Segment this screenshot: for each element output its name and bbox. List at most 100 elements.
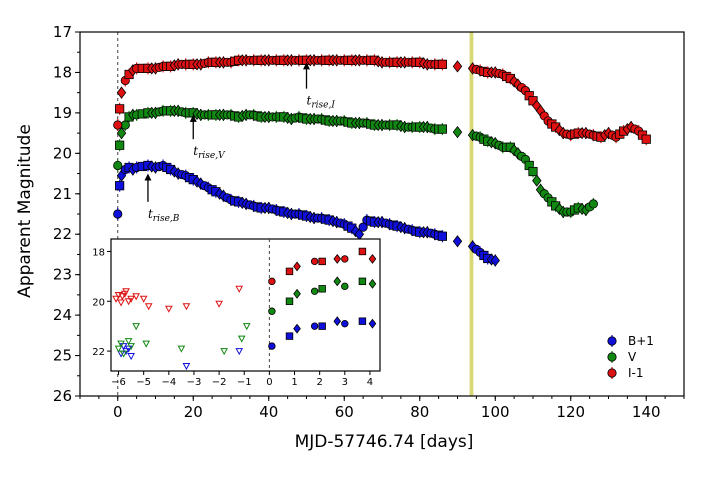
data-point — [115, 181, 125, 191]
y-tick-label: 20 — [53, 144, 72, 162]
upper-limit-marker — [144, 303, 153, 311]
upper-limit-marker — [119, 350, 128, 358]
inset-data-point — [341, 282, 349, 291]
data-point — [532, 174, 542, 187]
legend-item: I-1 — [607, 366, 644, 380]
arrow-head — [144, 173, 152, 181]
upper-limit-marker — [139, 295, 148, 303]
upper-limit-marker — [117, 340, 125, 348]
inset-y-tick-label: 22 — [92, 347, 105, 358]
inset-x-tick-label: −2 — [212, 377, 227, 388]
inset-x-tick-label: −1 — [237, 377, 252, 388]
inset-data-point — [285, 332, 294, 340]
inset-data-point — [358, 247, 367, 256]
inset-data-point — [285, 267, 294, 276]
data-point — [437, 124, 448, 134]
upper-limit-marker — [118, 293, 127, 301]
inset-data-point — [310, 287, 319, 296]
x-tick-label: 80 — [410, 403, 429, 421]
legend-label: V — [628, 350, 637, 364]
inset-data-point — [368, 278, 377, 289]
data-point — [120, 120, 130, 130]
upper-limit-marker — [237, 335, 246, 343]
upper-limit-marker — [182, 303, 191, 311]
inset-data-point — [293, 261, 301, 272]
data-point — [358, 222, 368, 232]
inset-data-point — [333, 276, 342, 287]
y-tick-label: 23 — [53, 266, 72, 284]
legend: B+1 V I-1 — [607, 334, 654, 380]
x-axis-title: MJD-57746.74 [days] — [295, 432, 474, 452]
upper-limit-marker — [124, 298, 133, 306]
annotation-label: trise,V — [193, 144, 226, 161]
upper-limit-marker — [220, 348, 228, 356]
series-i1 — [113, 54, 651, 146]
data-point — [452, 125, 463, 139]
series-v — [113, 104, 599, 219]
y-tick-label: 19 — [53, 104, 72, 122]
data-point — [116, 86, 127, 99]
data-point — [490, 254, 500, 267]
inset-data-point — [318, 322, 326, 330]
data-point — [437, 231, 448, 241]
inset-x-tick-label: 3 — [342, 377, 348, 388]
inset-data-point — [285, 297, 294, 305]
annotation-label: trise,B — [148, 207, 180, 224]
inset-x-tick-label: 0 — [266, 377, 272, 388]
main-plot: 0 20 40 60 80 100 120 14017181920212223242526tr… — [53, 23, 685, 421]
y-tick-label: 22 — [53, 225, 72, 243]
data-point — [113, 160, 123, 171]
upper-limit-marker — [124, 345, 133, 353]
annotation-rise-b: trise,B — [144, 173, 180, 224]
data-point — [528, 166, 538, 177]
inset-data-point — [358, 317, 367, 325]
y-tick-label: 21 — [53, 185, 72, 203]
upper-limit-marker — [242, 323, 251, 331]
x-tick-label: 20 — [184, 403, 203, 421]
y-tick-label: 26 — [53, 387, 72, 405]
data-point — [437, 59, 448, 69]
x-tick-label: 60 — [335, 403, 354, 421]
upper-limit-marker — [127, 295, 135, 303]
inset-data-point — [368, 318, 377, 329]
y-tick-label: 24 — [53, 306, 72, 324]
data-point — [452, 235, 463, 248]
inset-x-tick-label: −6 — [111, 377, 126, 388]
upper-limit-marker — [132, 323, 140, 331]
y-tick-label: 18 — [53, 63, 72, 81]
data-point — [641, 134, 651, 144]
inset-data-point — [341, 319, 349, 328]
inset-data-point — [268, 342, 276, 350]
inset-data-point — [368, 253, 377, 264]
x-tick-label: 140 — [632, 403, 661, 421]
inset-data-point — [310, 257, 319, 266]
upper-limit-marker — [177, 345, 186, 353]
y-axis-title: Apparent Magnitude — [15, 124, 35, 298]
series-b1 — [113, 159, 500, 267]
inset-x-tick-label: 2 — [316, 377, 322, 388]
inset-x-tick-label: −5 — [136, 377, 151, 388]
upper-limit-marker — [119, 343, 128, 351]
legend-item: B+1 — [607, 334, 654, 348]
upper-limit-marker — [114, 345, 123, 353]
upper-limit-marker — [127, 353, 135, 361]
upper-limit-marker — [127, 343, 135, 351]
data-point — [113, 120, 123, 130]
data-point — [115, 104, 125, 114]
inset-y-tick-label: 20 — [92, 297, 105, 308]
arrow-head — [303, 62, 310, 70]
data-point — [588, 199, 599, 209]
inset-x-tick-label: 1 — [291, 377, 297, 388]
upper-limit-marker — [122, 288, 130, 296]
y-tick-label: 17 — [53, 23, 72, 41]
inset-data-point — [268, 307, 276, 315]
data-point — [554, 202, 565, 216]
inset-data-point — [358, 277, 367, 286]
data-point — [452, 60, 463, 73]
inset-plot: −6 −5 −4 −3 −2 −1 0 1 2 3 4 18 20 22 — [92, 238, 381, 388]
inset-data-point — [318, 285, 326, 293]
data-point — [116, 126, 127, 140]
legend-marker — [607, 368, 617, 378]
upper-limit-marker — [164, 305, 173, 313]
